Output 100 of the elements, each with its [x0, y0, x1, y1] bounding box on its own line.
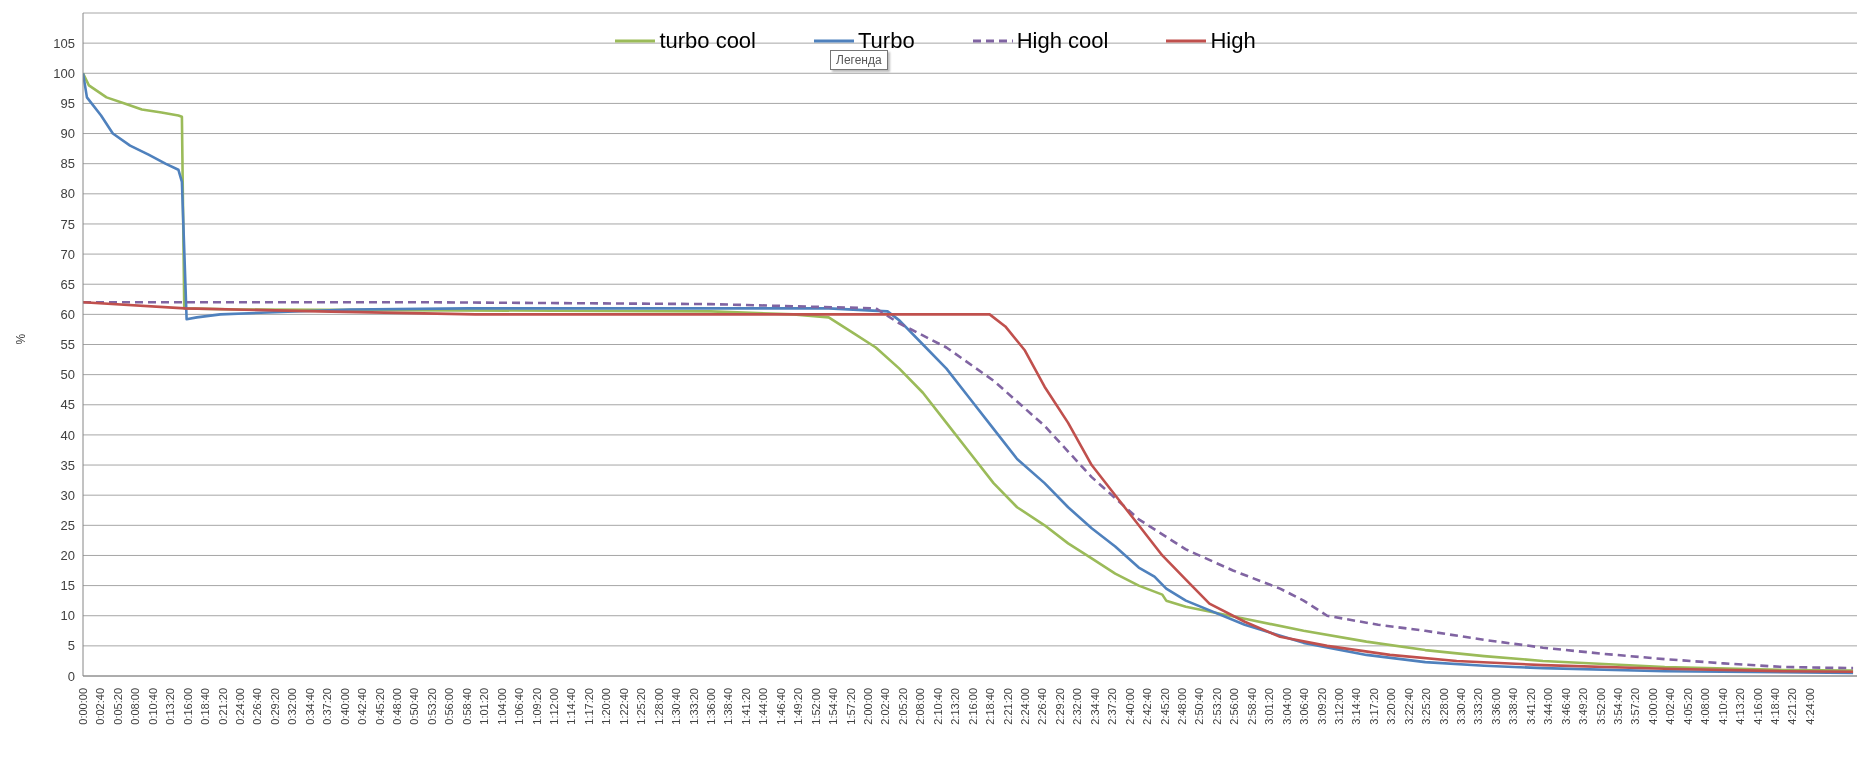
x-tick-label: 1:06:40 — [513, 688, 526, 725]
x-tick-label: 1:22:40 — [617, 688, 630, 725]
x-tick-label: 0:05:20 — [111, 688, 124, 725]
x-tick-label: 1:04:00 — [495, 688, 508, 725]
x-tick-label: 3:06:40 — [1298, 688, 1311, 725]
x-tick-label: 0:08:00 — [129, 688, 142, 725]
y-tick-label: 30 — [60, 487, 75, 503]
x-tick-label: 3:57:20 — [1629, 688, 1642, 725]
x-tick-label: 2:13:20 — [949, 688, 962, 725]
y-tick-label: 45 — [60, 397, 75, 413]
x-tick-label: 4:02:40 — [1664, 688, 1677, 725]
y-tick-label: 15 — [60, 578, 75, 594]
x-tick-label: 0:56:00 — [443, 688, 456, 725]
x-tick-label: 0:58:40 — [460, 688, 473, 725]
x-tick-label: 4:24:00 — [1803, 688, 1816, 725]
y-tick-label: 75 — [60, 216, 75, 232]
x-tick-label: 2:53:20 — [1210, 688, 1223, 725]
x-tick-label: 2:21:20 — [1001, 688, 1014, 725]
x-tick-label: 0:37:20 — [321, 688, 334, 725]
x-tick-label: 2:32:00 — [1071, 688, 1084, 725]
x-tick-label: 1:49:20 — [792, 688, 805, 725]
x-tick-label: 2:50:40 — [1193, 688, 1206, 725]
x-tick-label: 0:24:00 — [233, 688, 246, 725]
x-tick-label: 2:45:20 — [1158, 688, 1171, 725]
x-tick-label: 2:18:40 — [984, 688, 997, 725]
x-tick-label: 4:21:20 — [1786, 688, 1799, 725]
y-tick-label: 100 — [53, 65, 75, 81]
x-tick-label: 0:16:00 — [181, 688, 194, 725]
y-tick-label: 85 — [60, 156, 75, 172]
x-tick-label: 3:17:20 — [1367, 688, 1380, 725]
x-tick-label: 1:28:00 — [652, 688, 665, 725]
x-tick-label: 1:41:20 — [739, 688, 752, 725]
x-tick-label: 3:52:00 — [1594, 688, 1607, 725]
x-tick-label: 1:30:40 — [670, 688, 683, 725]
x-tick-label: 0:13:20 — [164, 688, 177, 725]
x-tick-label: 0:18:40 — [199, 688, 212, 725]
x-tick-label: 3:04:00 — [1280, 688, 1293, 725]
x-tick-label: 1:14:40 — [565, 688, 578, 725]
x-tick-label: 1:09:20 — [530, 688, 543, 725]
x-tick-label: 0:26:40 — [251, 688, 264, 725]
legend-label: High — [1210, 28, 1256, 54]
x-tick-label: 2:34:40 — [1088, 688, 1101, 725]
x-tick-label: 3:33:20 — [1472, 688, 1485, 725]
x-tick-label: 3:30:40 — [1455, 688, 1468, 725]
x-tick-label: 2:29:20 — [1053, 688, 1066, 725]
x-tick-label: 0:48:00 — [390, 688, 403, 725]
x-tick-label: 2:58:40 — [1245, 688, 1258, 725]
x-tick-label: 3:01:20 — [1263, 688, 1276, 725]
y-tick-label: 10 — [60, 608, 75, 624]
x-tick-label: 2:05:20 — [896, 688, 909, 725]
x-tick-label: 0:00:00 — [77, 688, 89, 725]
x-tick-label: 0:29:20 — [268, 688, 281, 725]
x-tick-label: 2:10:40 — [931, 688, 944, 725]
x-tick-label: 1:38:40 — [722, 688, 735, 725]
x-tick-label: 1:20:00 — [600, 688, 613, 725]
x-tick-label: 3:20:00 — [1385, 688, 1398, 725]
x-tick-label: 1:52:00 — [809, 688, 822, 725]
x-tick-label: 2:00:00 — [861, 688, 874, 725]
y-tick-label: 50 — [60, 367, 75, 383]
x-tick-label: 0:02:40 — [94, 688, 107, 725]
x-tick-label: 3:09:20 — [1315, 688, 1328, 725]
y-tick-label: 25 — [60, 517, 75, 533]
x-tick-label: 0:32:00 — [286, 688, 299, 725]
x-tick-label: 2:02:40 — [879, 688, 892, 725]
y-tick-label: 20 — [60, 548, 75, 564]
x-tick-label: 2:42:40 — [1141, 688, 1154, 725]
x-tick-label: 3:14:40 — [1350, 688, 1363, 725]
x-tick-label: 1:57:20 — [844, 688, 857, 725]
x-tick-label: 4:05:20 — [1681, 688, 1694, 725]
x-tick-label: 2:24:00 — [1018, 688, 1031, 725]
x-tick-label: 1:44:00 — [757, 688, 770, 725]
y-tick-label: 0 — [67, 668, 75, 684]
x-tick-label: 3:54:40 — [1612, 688, 1625, 725]
x-tick-label: 3:46:40 — [1559, 688, 1572, 725]
x-tick-label: 1:17:20 — [582, 688, 595, 725]
x-tick-label: 2:16:00 — [966, 688, 979, 725]
y-tick-label: 55 — [60, 337, 75, 353]
x-tick-label: 4:13:20 — [1734, 688, 1747, 725]
x-tick-label: 3:28:00 — [1437, 688, 1450, 725]
x-tick-label: 0:10:40 — [146, 688, 159, 725]
x-tick-label: 2:26:40 — [1036, 688, 1049, 725]
x-tick-label: 1:33:20 — [687, 688, 700, 725]
legend-label: turbo cool — [659, 28, 756, 54]
y-tick-label: 80 — [60, 186, 75, 202]
y-tick-label: 70 — [60, 246, 75, 262]
y-tick-label: 35 — [60, 457, 75, 473]
x-tick-label: 3:41:20 — [1524, 688, 1537, 725]
x-tick-label: 0:53:20 — [425, 688, 438, 725]
y-tick-label: 105 — [53, 35, 75, 51]
y-axis-title: % — [14, 333, 29, 345]
x-tick-label: 3:22:40 — [1402, 688, 1415, 725]
x-tick-label: 4:08:00 — [1699, 688, 1712, 725]
y-tick-label: 65 — [60, 276, 75, 292]
y-tick-label: 40 — [60, 427, 75, 443]
annotation: Легенда — [830, 50, 888, 70]
x-tick-label: 0:45:20 — [373, 688, 386, 725]
x-tick-label: 1:46:40 — [774, 688, 787, 725]
x-tick-label: 2:37:20 — [1106, 688, 1119, 725]
x-tick-label: 1:12:00 — [547, 688, 560, 725]
legend-label: High cool — [1016, 28, 1109, 54]
